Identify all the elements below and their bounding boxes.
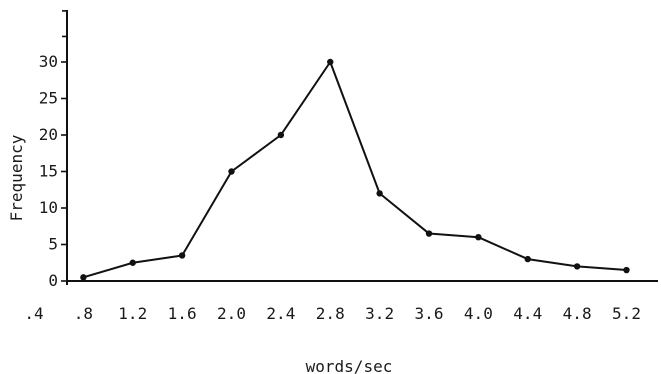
y-tick-label: 30 (39, 52, 58, 71)
data-point (178, 252, 186, 259)
data-point (475, 234, 482, 241)
data-point (129, 259, 136, 266)
data-point (327, 58, 334, 66)
x-tick-label: 4.8 (563, 304, 592, 323)
x-tick-label: 5.2 (612, 304, 641, 323)
x-tick-label: .4 (24, 304, 43, 323)
x-tick-label: 3.6 (415, 304, 444, 323)
series-line (83, 61, 627, 279)
data-point (376, 190, 383, 197)
data-point (623, 266, 630, 274)
y-tick-label: 10 (39, 198, 58, 217)
x-axis-title: words/sec (306, 357, 393, 374)
y-axis-title: Frequency (7, 134, 26, 221)
x-tick-label: 1.6 (168, 304, 197, 323)
axes (66, 10, 658, 285)
y-tick-label: 15 (39, 162, 58, 181)
x-tick-label: .8 (74, 304, 93, 323)
x-axis-ticks: .4 .8 1.2 1.6 2.0 2.4 2.8 3.2 3.6 4.0 4.4 4.8 5.2 (24, 304, 641, 323)
x-tick-label: 4.0 (464, 304, 493, 323)
series-layer (80, 58, 630, 281)
x-tick-label: 2.8 (316, 304, 345, 323)
data-point (80, 274, 87, 281)
x-tick-label: 2.0 (217, 304, 246, 323)
x-tick-label: 4.4 (513, 304, 542, 323)
x-tick-label: 3.2 (365, 304, 394, 323)
y-tick-label: 0 (48, 271, 58, 290)
y-tick-label: 5 (48, 235, 58, 254)
x-tick-label: 2.4 (266, 304, 295, 323)
data-point (425, 230, 433, 237)
data-point (277, 131, 285, 139)
y-tick-label: 25 (39, 89, 58, 108)
data-point (524, 255, 531, 263)
y-axis-ticks: 0 5 10 15 20 25 30 (39, 10, 67, 290)
data-point (228, 168, 235, 175)
y-tick-label: 20 (39, 125, 58, 144)
x-tick-label: 1.2 (118, 304, 147, 323)
data-point (573, 263, 581, 270)
